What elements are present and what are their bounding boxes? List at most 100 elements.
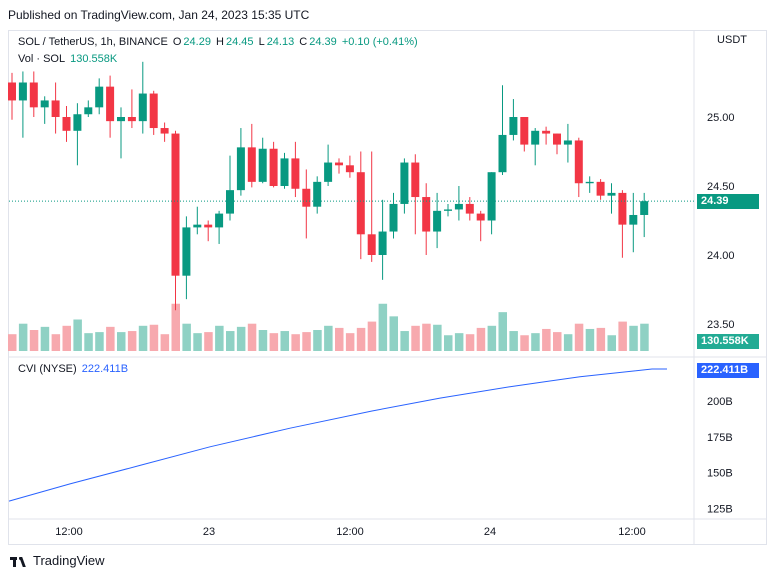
symbol-legend: SOL / TetherUS, 1h, BINANCE O 24.29 H 24.4… <box>18 36 420 48</box>
candle-body <box>193 224 202 228</box>
volume-bar <box>574 323 584 351</box>
volume-bar <box>236 326 246 351</box>
candle-body <box>465 203 474 214</box>
volume-bar <box>422 323 431 351</box>
candle-body <box>498 134 507 173</box>
volume-bar <box>629 325 638 351</box>
candle-body <box>95 86 104 108</box>
volume-bar <box>324 325 333 351</box>
volume-bar <box>411 325 420 351</box>
cvi-tick-label: 175B <box>707 432 733 444</box>
volume-bar <box>127 331 137 351</box>
price-axis-ticks: 25.00 24.50 24.00 23.50 <box>707 112 735 331</box>
candle-body <box>531 130 540 145</box>
volume-bar <box>280 331 289 351</box>
candle-body <box>324 162 333 182</box>
candle-body <box>509 117 518 135</box>
volume-bar <box>8 334 17 351</box>
price-tick-label: 25.00 <box>707 112 735 124</box>
candle-body <box>236 147 245 191</box>
volume-bar <box>95 332 104 351</box>
volume-bar <box>389 316 398 351</box>
high-value: 24.45 <box>225 36 254 48</box>
volume-bar <box>433 324 442 351</box>
volume-value: 130.558K <box>70 53 118 65</box>
volume-bar <box>182 323 191 351</box>
time-tick-label: 12:00 <box>618 526 646 538</box>
candle-body <box>62 117 71 131</box>
time-tick-label: 24 <box>484 526 496 538</box>
candle-body <box>542 130 551 134</box>
volume-bar <box>291 334 300 351</box>
candle-body <box>356 172 365 235</box>
candle-body <box>73 114 82 131</box>
candle-body <box>367 234 376 255</box>
candle-body <box>345 165 354 173</box>
tradingview-logo-icon <box>10 555 28 567</box>
volume-bar <box>498 312 507 351</box>
candle-body <box>226 190 234 214</box>
candle-body <box>487 172 496 221</box>
open-value: 24.29 <box>183 36 211 48</box>
candle-body <box>553 133 561 145</box>
volume-bar <box>476 327 486 351</box>
symbol-title: SOL / TetherUS, 1h, BINANCE <box>18 36 168 48</box>
cvi-axis-ticks: 200B 175B 150B 125B <box>707 396 733 515</box>
candle-body <box>596 181 605 196</box>
candle-body <box>335 162 343 166</box>
volume-bar <box>84 333 93 351</box>
volume-bar <box>138 325 148 351</box>
cvi-line <box>8 368 667 502</box>
candle-body <box>476 213 485 221</box>
candle-body <box>18 82 27 101</box>
candle-body <box>520 117 529 145</box>
candle-body <box>117 117 125 122</box>
volume-bars <box>8 303 649 351</box>
cvi-tick-label: 125B <box>707 503 733 515</box>
last-volume-badge: 130.558K <box>697 334 759 349</box>
volume-bar <box>618 321 627 351</box>
volume-bar <box>193 333 202 351</box>
volume-bar <box>585 328 595 351</box>
volume-bar <box>487 325 497 351</box>
candle-body <box>84 107 93 115</box>
volume-bar <box>302 332 311 351</box>
volume-bar <box>29 330 39 351</box>
candle-body <box>280 158 289 186</box>
volume-bar <box>563 334 573 351</box>
volume-bar <box>553 332 562 351</box>
volume-bar <box>204 332 213 351</box>
price-tick-label: 24.50 <box>707 181 735 193</box>
change-value: +0.10 (+0.41%) <box>341 36 418 48</box>
candle-body <box>302 188 311 207</box>
volume-bar <box>400 331 409 351</box>
footer[interactable]: TradingView <box>10 553 105 568</box>
brand-name: TradingView <box>33 553 105 568</box>
candle-body <box>607 192 616 196</box>
volume-bar <box>62 325 71 351</box>
candle-body <box>8 82 16 101</box>
low-value: 24.13 <box>266 36 295 48</box>
volume-bar <box>106 326 115 351</box>
close-label: C <box>299 36 308 48</box>
cvi-value: 222.411B <box>81 363 129 375</box>
volume-bar <box>226 331 235 351</box>
candle-body <box>160 128 169 134</box>
candle-body <box>454 203 463 210</box>
candle-body <box>40 100 49 108</box>
candles <box>8 61 649 311</box>
volume-bar <box>51 334 61 351</box>
time-tick-label: 12:00 <box>336 526 364 538</box>
volume-bar <box>73 319 82 351</box>
volume-bar <box>356 327 366 351</box>
candle-body <box>215 213 224 228</box>
volume-bar <box>258 330 268 351</box>
candle-body <box>585 181 594 184</box>
cvi-tick-label: 150B <box>707 468 733 480</box>
time-tick-label: 12:00 <box>55 526 83 538</box>
volume-bar <box>367 321 377 351</box>
candle-body <box>563 140 572 145</box>
volume-bar <box>509 331 518 351</box>
volume-bar <box>542 328 551 351</box>
